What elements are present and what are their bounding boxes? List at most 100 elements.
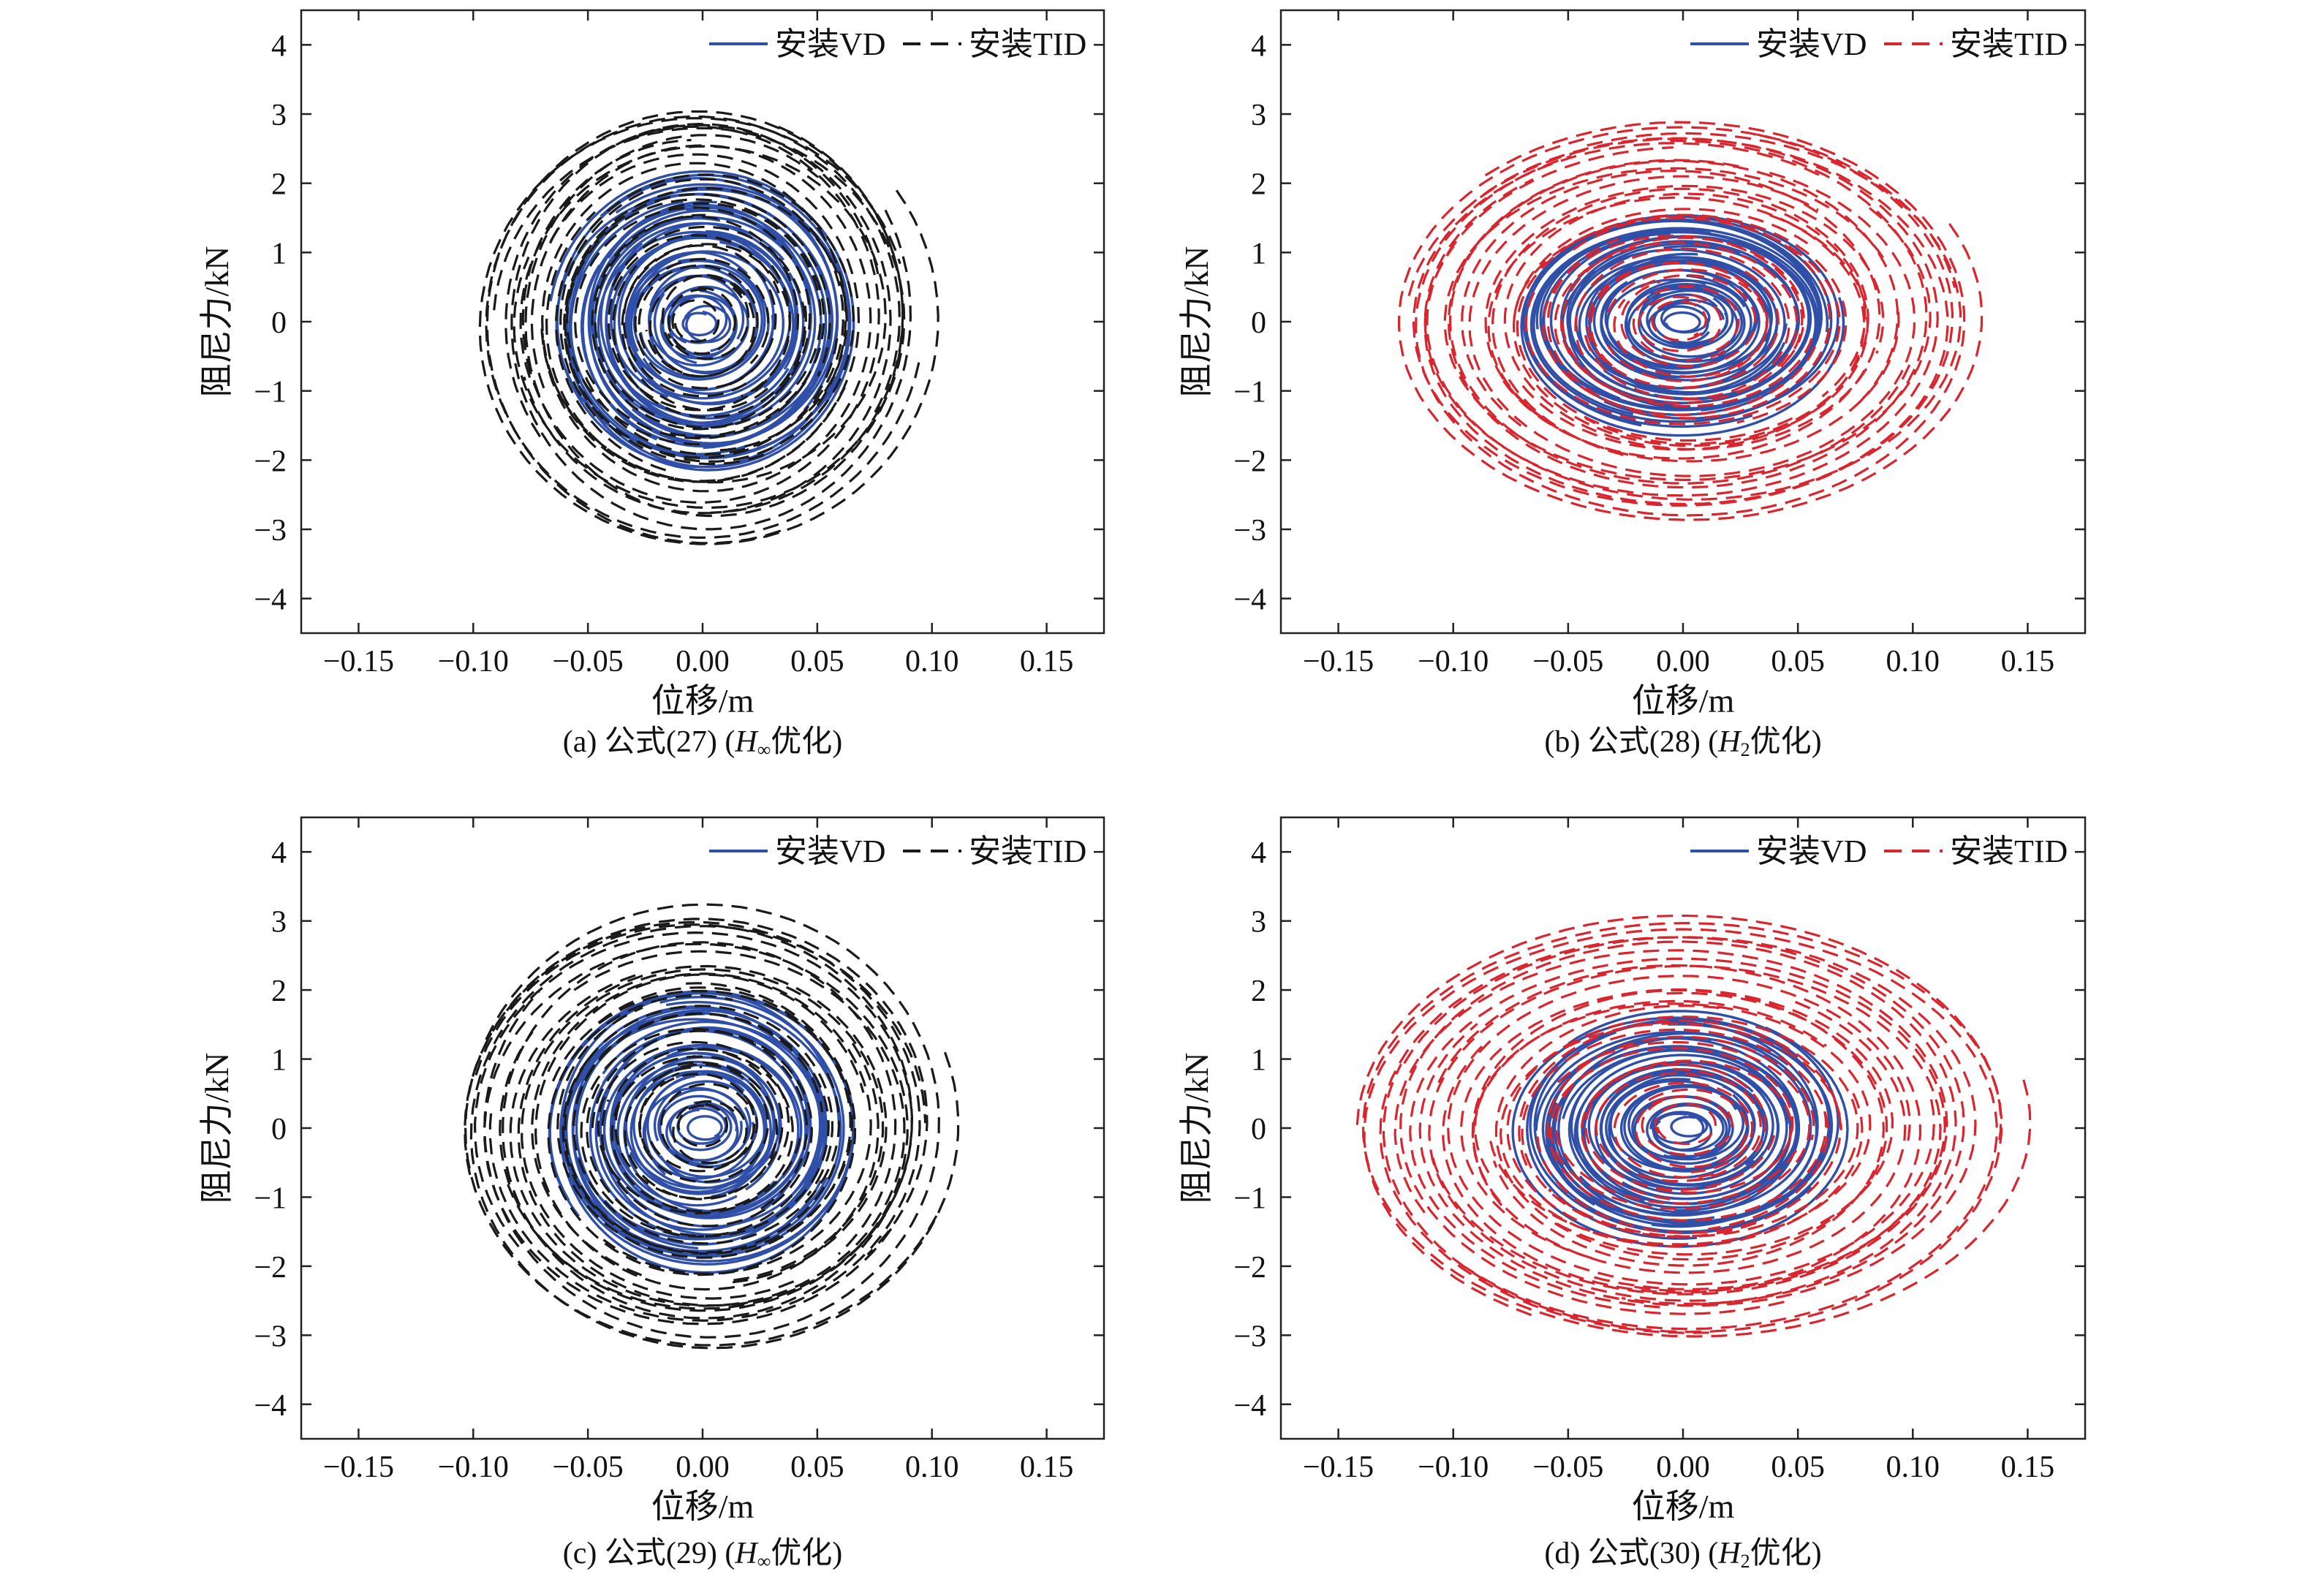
y-tick-label: −4 <box>254 583 287 617</box>
series-vd-loop <box>1606 274 1752 370</box>
series-tid-loop <box>564 1005 836 1254</box>
y-tick-label: 2 <box>271 975 287 1008</box>
caption-c: (c) 公式(29) (H∞优化) <box>563 1528 842 1573</box>
x-tick-label: −0.15 <box>323 1451 394 1484</box>
series-tid-loop <box>1355 914 2003 1334</box>
y-tick-label: 0 <box>1251 1113 1266 1146</box>
series-tid-loop <box>1654 1103 1717 1146</box>
series-tid-loop <box>677 1103 728 1148</box>
x-tick-label: 0.00 <box>676 1451 730 1484</box>
y-tick-label: −4 <box>254 1389 287 1423</box>
y-tick-label: −1 <box>1233 1181 1266 1215</box>
series-tid-loop <box>566 198 825 446</box>
series-tid-loop <box>1513 216 1841 426</box>
series-tid-loop <box>1549 1040 1811 1211</box>
series-tid-loop <box>1651 300 1707 341</box>
chart-panel-c: −0.15 −0.10 −0.05 0.00 0.05 0.10 0.15 −4 −3 −2 −1 0… <box>198 816 1105 1525</box>
y-tick-label: −1 <box>254 376 287 409</box>
legend-label-vd: 安装VD <box>775 26 886 62</box>
series-tid-loop <box>1546 215 1831 420</box>
y-tick-label: 0 <box>1251 306 1266 340</box>
series-tid-loop <box>1589 261 1769 382</box>
y-axis-label: 阻尼力/kN <box>198 1053 235 1204</box>
chart-panel-b: −0.15 −0.10 −0.05 0.00 0.05 0.10 0.15 −4 −3 −2 −1 0… <box>1178 9 2087 719</box>
series-tid-loop <box>1415 121 1966 517</box>
legend-label-vd: 安装VD <box>1756 833 1867 869</box>
series-tid-loop <box>1461 170 1881 460</box>
x-tick-label: 0.05 <box>790 1451 844 1484</box>
series-tid-loop <box>1447 975 1935 1286</box>
y-tick-label: −4 <box>1233 583 1266 617</box>
series-tid <box>1355 914 2032 1338</box>
series-tid-loop <box>667 287 737 355</box>
series-vd-loop <box>624 250 785 395</box>
series-tid-loop <box>1423 137 1939 497</box>
x-tick-label: −0.05 <box>1532 1451 1603 1484</box>
caption-suffix: 优化) <box>771 725 843 759</box>
legend-label-tid: 安装TID <box>969 833 1086 869</box>
x-tick-label: 0.10 <box>905 1451 959 1484</box>
y-tick-label: 4 <box>1251 29 1266 63</box>
y-tick-label: −2 <box>1233 1251 1266 1285</box>
x-tick-label: 0.10 <box>1886 645 1940 678</box>
y-tick-label: −1 <box>254 1181 287 1215</box>
series-tid-loop <box>1473 1002 1872 1246</box>
plot-area <box>478 110 939 545</box>
caption-subscript: 2 <box>1740 739 1750 760</box>
x-axis-label: 位移/m <box>1632 682 1735 719</box>
x-tick-label: −0.05 <box>553 645 624 678</box>
series-tid-loop <box>1409 957 1946 1309</box>
series-tid <box>478 110 939 545</box>
series-vd-loop <box>559 991 855 1274</box>
x-tick-label: −0.05 <box>553 1451 624 1484</box>
series-tid-loop <box>672 1100 748 1165</box>
y-tick-label: 3 <box>1251 99 1266 132</box>
y-tick-label: 4 <box>1251 836 1266 870</box>
series-vd-loop <box>602 1043 803 1218</box>
series-vd-loop <box>616 1060 772 1207</box>
series-tid-loop <box>661 273 750 360</box>
series-tid-loop <box>1448 159 1911 485</box>
series-tid-loop <box>1554 241 1799 404</box>
caption-variable: H <box>735 725 757 759</box>
y-tick-label: −2 <box>254 445 287 478</box>
series-tid-loop <box>485 116 920 540</box>
series-tid-loop <box>1412 133 1954 507</box>
series-tid-loop <box>1638 293 1722 352</box>
series-tid-loop <box>559 178 844 456</box>
caption-suffix: 优化) <box>1750 725 1822 759</box>
series-vd-loop <box>1529 1018 1831 1235</box>
series-tid-loop <box>659 1083 758 1168</box>
caption-subscript: 2 <box>1740 1551 1750 1572</box>
series-tid-loop <box>1491 187 1869 456</box>
series-tid-loop <box>509 950 906 1307</box>
series-tid-loop <box>1521 1028 1829 1238</box>
series-tid-loop <box>473 931 913 1310</box>
series-tid-loop <box>648 275 756 378</box>
x-tick-label: −0.05 <box>1532 645 1603 678</box>
series-tid-loop <box>478 117 939 545</box>
x-tick-label: 0.10 <box>905 645 959 678</box>
series-tid-loop <box>1407 137 1949 506</box>
y-tick-label: 2 <box>271 168 287 202</box>
series-tid-loop <box>638 1063 769 1184</box>
series-tid-loop <box>469 925 960 1350</box>
x-tick-label: 0.15 <box>2001 645 2055 678</box>
series-tid-loop <box>1484 184 1900 463</box>
y-axis-label: 阻尼力/kN <box>198 246 235 398</box>
caption-subscript: ∞ <box>757 1551 771 1572</box>
x-tick-label: −0.10 <box>1418 1451 1489 1484</box>
series-tid-loop <box>1494 991 1888 1261</box>
series-tid-loop <box>1379 936 1965 1334</box>
x-tick-label: −0.15 <box>1303 1451 1374 1484</box>
series-tid-loop <box>1635 1088 1748 1168</box>
series-tid <box>464 903 960 1350</box>
series-tid-loop <box>1393 949 1948 1296</box>
series-tid-loop <box>1516 213 1848 442</box>
series-vd-loop <box>549 170 855 472</box>
series-vd-loop <box>1520 218 1845 437</box>
series-tid-loop <box>521 125 880 504</box>
x-tick-label: −0.15 <box>323 645 394 678</box>
x-tick-label: −0.15 <box>1303 645 1374 678</box>
